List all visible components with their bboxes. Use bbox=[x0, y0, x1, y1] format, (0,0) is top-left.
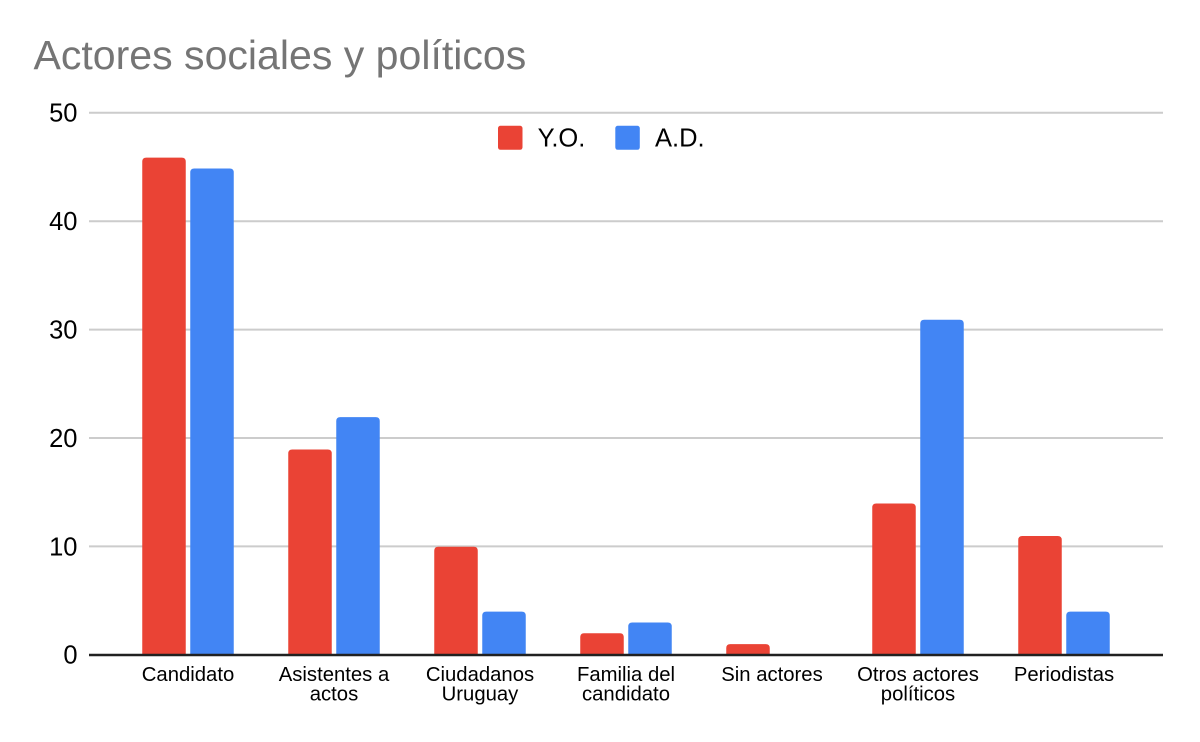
svg-text:30: 30 bbox=[49, 317, 77, 345]
svg-text:A.D.: A.D. bbox=[655, 124, 705, 152]
svg-text:10: 10 bbox=[49, 533, 77, 561]
svg-text:Periodistas: Periodistas bbox=[1014, 664, 1114, 686]
svg-text:Otros actores: Otros actores bbox=[857, 664, 979, 686]
svg-text:Sin actores: Sin actores bbox=[721, 664, 822, 686]
svg-text:0: 0 bbox=[63, 642, 77, 670]
svg-text:Asistentes a: Asistentes a bbox=[279, 664, 390, 686]
svg-text:40: 40 bbox=[49, 208, 77, 236]
svg-text:20: 20 bbox=[49, 425, 77, 453]
svg-text:candidato: candidato bbox=[582, 684, 670, 706]
svg-text:políticos: políticos bbox=[881, 684, 955, 706]
svg-text:Familia del: Familia del bbox=[577, 664, 675, 686]
svg-text:actos: actos bbox=[310, 684, 358, 706]
svg-text:Actores sociales y políticos: Actores sociales y políticos bbox=[34, 32, 527, 78]
svg-text:Ciudadanos: Ciudadanos bbox=[426, 664, 534, 686]
svg-text:50: 50 bbox=[49, 100, 77, 128]
svg-text:Uruguay: Uruguay bbox=[442, 684, 520, 706]
svg-text:Candidato: Candidato bbox=[142, 664, 234, 686]
svg-text:Y.O.: Y.O. bbox=[538, 124, 586, 152]
